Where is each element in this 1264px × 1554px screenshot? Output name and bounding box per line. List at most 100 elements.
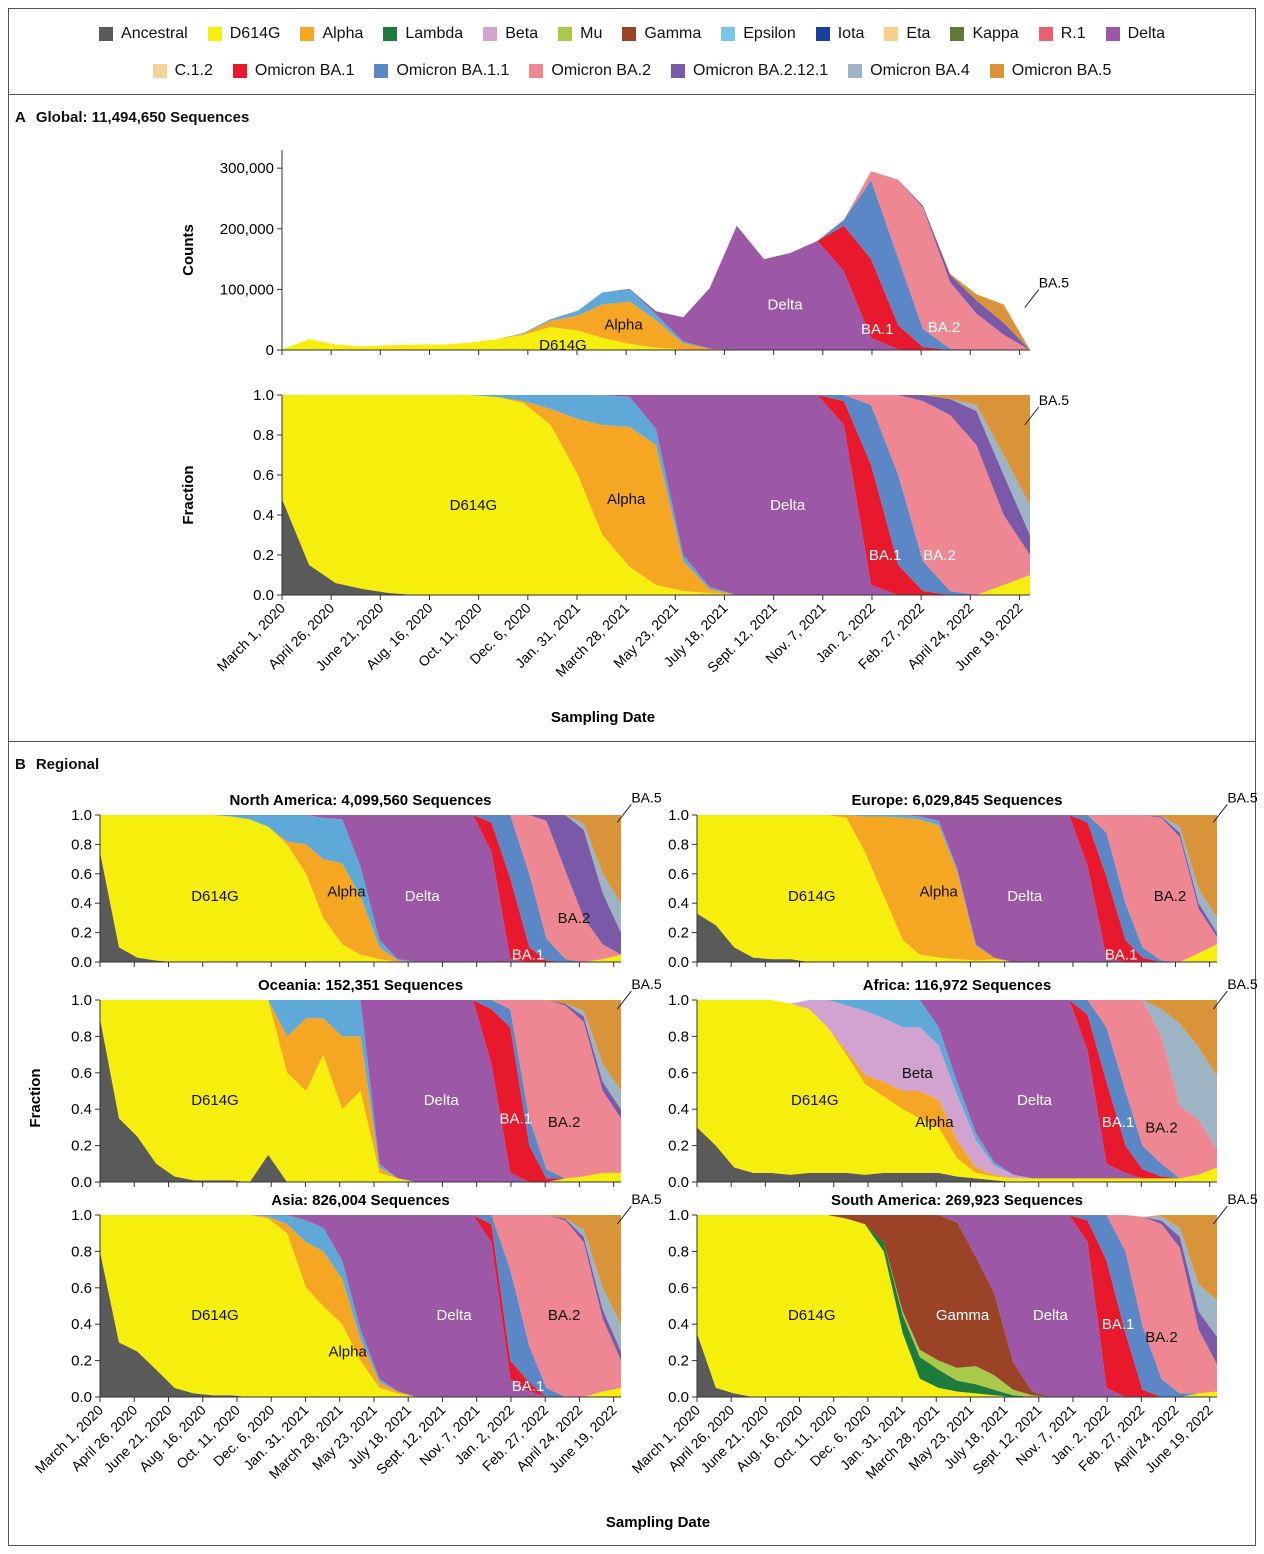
chart-title: North America: 4,099,560 Sequences [229, 792, 491, 809]
legend-swatch [671, 64, 685, 78]
series-area-delta [697, 1000, 1217, 1179]
y-tick-label: 0.0 [253, 587, 274, 604]
series-area-ba-2 [100, 815, 621, 962]
y-tick-label: 0.6 [668, 866, 689, 883]
chart-title: Europe: 6,029,845 Sequences [852, 792, 1063, 809]
series-area-delta [282, 395, 1030, 595]
series-area-d614g [282, 327, 1030, 350]
annotation-d614g: D614G [450, 497, 498, 514]
series-area-ancestral [697, 913, 1217, 962]
series-area-d614g [697, 815, 1217, 962]
y-tick-label: 0.8 [71, 836, 92, 853]
annotation-ba-1: BA.1 [512, 1378, 545, 1395]
series-area-d614g [100, 815, 621, 962]
series-area-ancestral [100, 1018, 621, 1182]
series-area-d614g [697, 1215, 1217, 1397]
legend-swatch [152, 64, 167, 78]
series-area-delta [100, 1215, 621, 1397]
legend-swatch [300, 27, 315, 41]
series-area-ba-1 [282, 225, 1030, 350]
y-tick-label: 200,000 [220, 221, 274, 238]
legend-item: Kappa [950, 25, 1019, 43]
annotation-delta: Delta [768, 297, 804, 314]
legend-label: Omicron BA.1 [254, 62, 355, 79]
annotation-delta: Delta [1017, 1092, 1053, 1109]
series-area-alpha [697, 1000, 1217, 1179]
legend-swatch [529, 64, 544, 78]
y-tick-label: 0.2 [668, 1353, 689, 1370]
annotation-ba5: BA.5 [1039, 275, 1070, 291]
series-area-ba-1-1 [697, 815, 1217, 962]
legend-item: Alpha [300, 25, 363, 43]
annotation-d614g: D614G [788, 888, 836, 905]
y-tick-label: 0.8 [668, 1243, 689, 1260]
annotation-ba5: BA.5 [1227, 789, 1258, 805]
series-area-ba-1 [100, 1000, 621, 1182]
ba5-callout-line [1212, 1205, 1228, 1225]
annotation-ba5: BA.5 [1227, 1191, 1258, 1207]
annotation-delta: Delta [437, 1307, 473, 1324]
ba5-callout-line [616, 804, 632, 823]
series-area-ba-5 [697, 1000, 1217, 1077]
series-area-ba-1-1 [697, 1000, 1217, 1179]
series-area-alpha [282, 395, 1030, 595]
legend-label: Omicron BA.1.1 [396, 62, 510, 79]
y-axis-title-b: Fraction [27, 1068, 44, 1127]
series-area-ba-2-12-1 [282, 395, 1030, 555]
annotation-ba-1: BA.1 [500, 1110, 533, 1127]
y-tick-label: 1.0 [71, 1207, 92, 1224]
y-tick-label: 0.0 [668, 954, 689, 971]
legend-swatch [99, 27, 114, 41]
annotation-ba-2: BA.2 [928, 319, 961, 336]
y-tick-label: 1.0 [668, 807, 689, 824]
legend-item: Gamma [622, 25, 701, 43]
y-tick-label: 100,000 [220, 281, 274, 298]
legend-item: Iota [815, 25, 865, 43]
legend-item: Omicron BA.4 [848, 62, 970, 80]
legend-label: Iota [837, 25, 865, 42]
legend-swatch [483, 27, 498, 41]
series-area-other [100, 1000, 621, 1182]
annotation-gamma: Gamma [936, 1307, 990, 1324]
annotation-delta: Delta [1033, 1307, 1069, 1324]
series-area-d614g [100, 1215, 621, 1397]
annotation-alpha: Alpha [604, 317, 643, 334]
x-axis-title-b: Sampling Date [606, 1514, 710, 1531]
legend-label: Eta [906, 25, 931, 42]
y-tick-label: 0.8 [253, 427, 274, 444]
legend-label: Omicron BA.5 [1011, 62, 1112, 79]
y-tick-label: 0.6 [71, 1065, 92, 1082]
plot-europe: 0.0 0.2 0.4 0.6 0.8 1.0 Europe: 6,029,845 Sequ… [668, 789, 1258, 971]
annotation-ba-2: BA.2 [923, 547, 956, 564]
plot-global-counts: 0 100,000 200,000 300,000 D614G Alpha Delta BA.… [220, 150, 1070, 359]
series-area-other [282, 395, 1030, 595]
annotation-delta: Delta [1007, 888, 1043, 905]
y-tick-label: 300,000 [220, 160, 274, 177]
annotation-beta: Beta [902, 1065, 934, 1082]
y-tick-label: 0 [266, 342, 274, 359]
series-area-d614g [697, 1000, 1217, 1182]
legend-item: Omicron BA.2 [529, 62, 651, 80]
legend-item: Omicron BA.1 [232, 62, 355, 80]
annotation-d614g: D614G [788, 1307, 836, 1324]
series-area-delta [100, 815, 621, 962]
annotation-delta: Delta [424, 1092, 460, 1109]
legend-item: Beta [483, 25, 538, 43]
legend-item: Omicron BA.5 [989, 62, 1112, 80]
annotation-ba-1: BA.1 [512, 947, 545, 964]
annotation-d614g: D614G [191, 888, 239, 905]
legend-item: R.1 [1038, 25, 1086, 43]
legend-row-1: Ancestral D614G Alpha Lambda Beta Mu Gamma Epsi… [9, 25, 1255, 43]
legend-label: Alpha [322, 25, 364, 42]
legend-swatch [207, 27, 222, 41]
series-area-ba-4 [697, 1000, 1217, 1150]
ba5-callout-line [1212, 990, 1228, 1010]
y-tick-label: 0.2 [71, 1138, 92, 1155]
y-tick-label: 0.4 [71, 1316, 92, 1333]
y-tick-label: 0.0 [71, 954, 92, 971]
annotation-ba-2: BA.2 [1154, 888, 1187, 905]
annotation-ba-2: BA.2 [1145, 1329, 1178, 1346]
legend-swatch [884, 27, 899, 41]
